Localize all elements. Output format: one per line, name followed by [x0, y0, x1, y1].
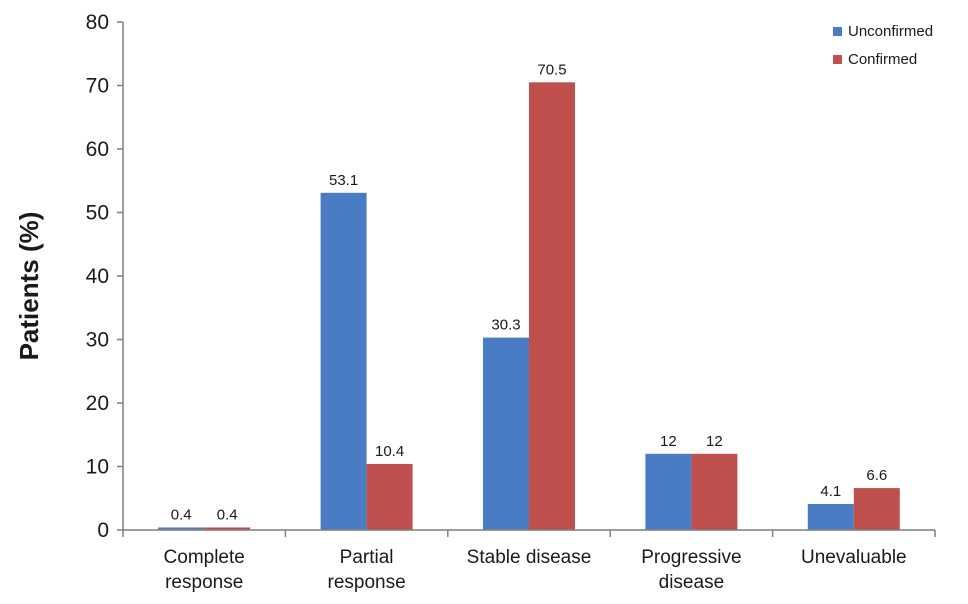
bar-unconfirmed [645, 453, 692, 530]
bar-unconfirmed [483, 337, 529, 530]
bar-unconfirmed [807, 503, 854, 530]
data-label: 53.1 [329, 172, 358, 189]
y-tick-label: 20 [86, 392, 109, 415]
bar-confirmed [204, 527, 251, 530]
legend-swatch-unconfirmed [833, 27, 842, 36]
data-label: 4.1 [820, 483, 841, 500]
y-axis-ticks: 0 10 20 30 40 50 60 70 80 [86, 11, 936, 542]
y-tick-label: 10 [86, 456, 109, 479]
bars [158, 82, 900, 530]
bar-confirmed [366, 463, 413, 530]
bar-unconfirmed [320, 192, 367, 530]
y-axis-title: Patients (%) [14, 212, 44, 361]
legend-label: Confirmed [848, 51, 917, 68]
bar-confirmed [691, 453, 738, 530]
data-label: 70.5 [537, 61, 566, 78]
y-tick-label: 70 [86, 75, 109, 98]
legend-swatch-confirmed [833, 55, 842, 64]
category-labels: Complete response Partial response Stable di… [164, 547, 907, 593]
category-label: Partial response [328, 547, 406, 593]
category-label: Complete response [164, 547, 245, 593]
legend: Unconfirmed Confirmed [833, 23, 933, 68]
data-labels: 0.4 0.4 53.1 10.4 30.3 70.5 12 12 4.1 6.6 [171, 61, 887, 523]
data-label: 12 [660, 433, 677, 450]
category-label: Unevaluable [801, 547, 907, 568]
bar-unconfirmed [158, 527, 205, 530]
y-tick-label: 30 [86, 329, 109, 352]
data-label: 6.6 [866, 467, 887, 484]
legend-label: Unconfirmed [848, 23, 933, 40]
y-tick-label: 40 [86, 265, 109, 288]
data-label: 0.4 [217, 506, 238, 523]
y-tick-label: 60 [86, 138, 109, 161]
data-label: 12 [706, 433, 723, 450]
category-label: Progressive disease [641, 547, 741, 593]
category-label: Stable disease [467, 547, 592, 568]
bar-confirmed [529, 82, 575, 530]
y-tick-label: 0 [97, 519, 109, 542]
data-label: 10.4 [375, 443, 404, 460]
data-label: 0.4 [171, 506, 192, 523]
data-label: 30.3 [491, 317, 520, 334]
bar-confirmed [853, 488, 900, 530]
y-tick-label: 50 [86, 202, 109, 225]
y-tick-label: 80 [86, 11, 109, 34]
